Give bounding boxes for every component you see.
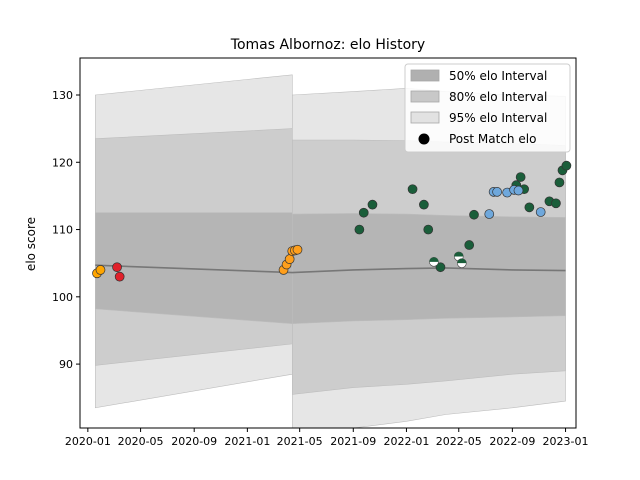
- legend-entry-label: Post Match elo: [449, 132, 536, 146]
- post-match-points: [92, 160, 572, 282]
- legend: 50% elo Interval 80% elo Interval 95% elo …: [404, 63, 571, 153]
- x-tick-label: 2020-05: [118, 435, 164, 448]
- legend-swatch-band: [410, 111, 440, 124]
- x-tick-label: 2020-09: [171, 435, 217, 448]
- post-match-point: [292, 244, 303, 255]
- post-match-point: [95, 265, 106, 275]
- post-match-point: [419, 199, 429, 210]
- y-tick-label: 120: [52, 156, 73, 169]
- legend-entry-label: 80% elo Interval: [449, 90, 547, 104]
- post-match-point: [429, 257, 439, 267]
- post-match-point: [435, 262, 446, 273]
- x-tick-label: 2023-01: [543, 435, 589, 448]
- post-match-point: [513, 185, 524, 196]
- post-match-point: [284, 254, 295, 264]
- post-match-point: [367, 199, 378, 210]
- post-match-point: [423, 224, 434, 235]
- legend-swatch-band: [410, 90, 440, 103]
- post-match-point: [114, 271, 125, 282]
- post-match-point: [457, 258, 467, 268]
- post-match-point: [354, 224, 365, 235]
- y-tick-label: 130: [52, 89, 73, 102]
- y-tick-label: 90: [59, 358, 73, 371]
- plot-frame: [79, 57, 577, 429]
- post-match-point: [551, 198, 561, 209]
- legend-swatch-point: [418, 133, 430, 145]
- x-axis-ticks: 2020-01 2020-05 2020-09 2021-01 2021-05 2021-…: [65, 428, 589, 448]
- post-match-point: [464, 240, 475, 250]
- x-tick-label: 2021-09: [330, 435, 376, 448]
- legend-box: [404, 63, 571, 153]
- post-match-point: [492, 187, 502, 197]
- post-match-point: [515, 172, 526, 182]
- x-tick-label: 2022-01: [383, 435, 429, 448]
- post-match-point: [554, 177, 565, 188]
- x-tick-label: 2021-01: [224, 435, 270, 448]
- chart-title: Tomas Albornoz: elo History: [230, 37, 425, 53]
- x-tick-label: 2022-09: [489, 435, 535, 448]
- post-match-point: [561, 160, 572, 171]
- mean-elo-line: [95, 264, 566, 274]
- legend-entry-label: 95% elo Interval: [449, 111, 547, 125]
- y-axis-label: elo score: [24, 217, 38, 271]
- post-match-point: [112, 262, 122, 273]
- y-axis-ticks: 90 100 110 120 130: [52, 89, 80, 371]
- post-match-point: [484, 209, 495, 219]
- x-tick-label: 2020-01: [65, 435, 111, 448]
- x-tick-label: 2021-05: [277, 435, 323, 448]
- y-tick-label: 100: [52, 291, 73, 304]
- legend-entry-label: 50% elo Interval: [449, 69, 547, 83]
- post-match-point: [358, 207, 369, 218]
- mean-elo-polyline: [95, 264, 566, 274]
- x-tick-label: 2022-05: [436, 435, 482, 448]
- post-match-point: [469, 209, 479, 220]
- legend-swatch-band: [410, 69, 440, 82]
- y-tick-label: 110: [52, 224, 73, 237]
- post-match-point: [524, 202, 535, 213]
- post-match-point: [535, 207, 546, 217]
- post-match-point: [407, 184, 418, 195]
